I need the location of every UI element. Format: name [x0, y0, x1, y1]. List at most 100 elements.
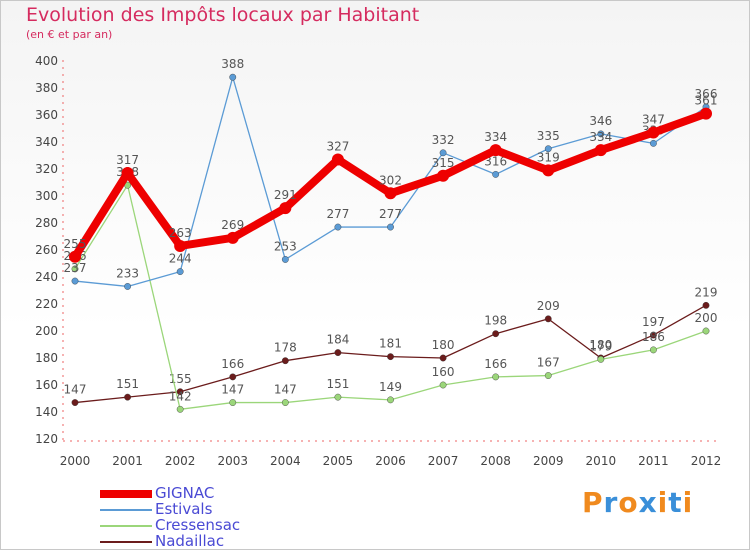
data-label-nadaillac: 178: [274, 341, 297, 355]
x-tick-label: 2002: [165, 454, 196, 468]
data-point-gignac: [489, 144, 502, 157]
data-label-cressensac: 179: [589, 339, 612, 353]
series-estivals: 237233244388253277277332316335346339366: [64, 57, 718, 290]
legend-item-nadaillac: Nadaillac: [100, 532, 360, 550]
x-tick-label: 2005: [323, 454, 354, 468]
legend-item-estivals: Estivals: [100, 500, 360, 518]
y-tick-label: 300: [35, 189, 58, 203]
data-point-estivals: [229, 73, 237, 81]
data-label-estivals: 237: [64, 261, 87, 275]
data-label-estivals: 277: [379, 207, 402, 221]
y-tick-label: 200: [35, 324, 58, 338]
data-label-estivals: 332: [432, 133, 455, 147]
x-tick-label: 2009: [533, 454, 564, 468]
legend-label-cressensac: Cressensac: [155, 516, 241, 534]
data-point-cressensac: [492, 373, 500, 381]
data-point-estivals: [71, 277, 79, 285]
y-tick-label: 220: [35, 297, 58, 311]
data-label-estivals: 388: [221, 57, 244, 71]
data-point-estivals: [124, 283, 131, 290]
data-label-cressensac: 149: [379, 380, 402, 394]
data-label-nadaillac: 184: [326, 333, 349, 347]
data-point-gignac: [121, 167, 134, 180]
data-point-gignac: [647, 126, 660, 139]
data-label-cressensac: 167: [537, 356, 560, 370]
chart-subtitle: (en € et par an): [26, 28, 113, 41]
x-tick-label: 2007: [428, 454, 459, 468]
data-point-gignac: [437, 169, 450, 182]
data-point-gignac: [174, 239, 187, 252]
data-label-cressensac: 186: [642, 330, 665, 344]
data-label-nadaillac: 181: [379, 337, 402, 351]
data-point-estivals: [281, 256, 289, 263]
data-label-cressensac: 160: [432, 365, 455, 379]
data-point-nadaillac: [334, 349, 342, 356]
data-point-nadaillac: [281, 357, 289, 365]
data-point-estivals: [439, 149, 447, 157]
axes: 120 140 160 180 200 220 240 260 280 300 320 340 360 3…: [35, 54, 721, 468]
data-point-nadaillac: [387, 353, 394, 361]
x-tick-label: 2008: [480, 454, 511, 468]
data-label-estivals: 335: [537, 129, 560, 143]
data-point-nadaillac: [702, 301, 710, 309]
x-tick-label: 2010: [586, 454, 617, 468]
y-tick-label: 380: [35, 81, 58, 95]
x-tick-label: 2000: [60, 454, 91, 468]
series-gignac: 255 317 263 269 291 327 302 315 334 319 334 347 361: [64, 94, 718, 263]
data-point-nadaillac: [176, 388, 184, 396]
data-point-gignac: [542, 164, 555, 177]
data-label-estivals: 277: [326, 207, 349, 221]
legend-label-nadaillac: Nadaillac: [155, 532, 225, 550]
data-point-nadaillac: [71, 399, 79, 406]
y-tick-label: 260: [35, 243, 58, 257]
data-label-nadaillac: 209: [537, 299, 560, 313]
data-label-gignac: 302: [379, 173, 402, 187]
x-tick-label: 2001: [112, 454, 143, 468]
y-tick-label: 340: [35, 135, 58, 149]
data-label-gignac: 291: [274, 188, 297, 202]
data-point-cressensac: [229, 399, 237, 406]
data-label-nadaillac: 197: [642, 315, 665, 329]
data-label-cressensac: 151: [326, 377, 349, 391]
data-point-cressensac: [176, 405, 184, 413]
data-point-estivals: [544, 145, 552, 153]
data-label-estivals: 316: [484, 154, 507, 168]
data-label-gignac: 317: [116, 153, 139, 167]
data-label-estivals: 244: [169, 252, 192, 266]
data-label-cressensac: 166: [484, 357, 507, 371]
y-tick-label: 360: [35, 108, 58, 122]
data-point-nadaillac: [439, 354, 447, 362]
data-point-estivals: [597, 130, 605, 138]
x-tick-label: 2004: [270, 454, 301, 468]
data-label-gignac: 255: [64, 237, 87, 251]
data-point-estivals: [387, 223, 394, 231]
data-point-cressensac: [334, 393, 342, 401]
y-tick-label: 280: [35, 216, 58, 230]
data-point-gignac: [226, 231, 239, 244]
data-label-nadaillac: 198: [484, 314, 507, 328]
x-tick-label: 2006: [375, 454, 406, 468]
data-point-cressensac: [439, 381, 447, 389]
data-label-cressensac: 200: [695, 311, 718, 325]
data-label-gignac: 334: [589, 130, 612, 144]
data-label-cressensac: 147: [221, 383, 244, 397]
data-label-nadaillac: 180: [432, 338, 455, 352]
data-label-estivals: 366: [695, 87, 718, 101]
x-tick-label: 2011: [638, 454, 669, 468]
data-label-estivals: 253: [274, 239, 297, 253]
data-label-gignac: 361: [695, 94, 718, 108]
y-tick-label: 140: [35, 405, 58, 419]
data-label-nadaillac: 147: [64, 383, 87, 397]
data-label-nadaillac: 219: [695, 285, 718, 299]
series-cressensac: 246308142147147151149160166167179186200: [64, 165, 718, 413]
data-point-cressensac: [281, 399, 289, 406]
data-point-cressensac: [597, 355, 605, 363]
y-tick-label: 120: [35, 432, 58, 446]
y-tick-label: 180: [35, 351, 58, 365]
data-point-estivals: [176, 268, 184, 275]
data-label-cressensac: 142: [169, 389, 192, 403]
data-label-estivals: 346: [589, 114, 612, 128]
data-point-gignac: [69, 250, 81, 263]
